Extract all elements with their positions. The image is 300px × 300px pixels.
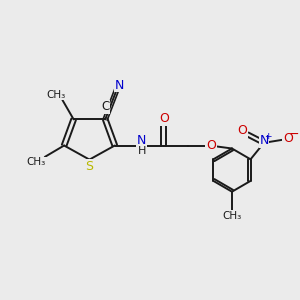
Text: N: N (259, 134, 269, 147)
Text: O: O (237, 124, 247, 137)
Text: −: − (289, 128, 299, 141)
Text: CH₃: CH₃ (222, 211, 242, 221)
Text: N: N (137, 134, 146, 147)
Text: +: + (264, 132, 272, 141)
Text: CH₃: CH₃ (27, 157, 46, 167)
Text: C: C (101, 100, 110, 113)
Text: O: O (159, 112, 169, 125)
Text: CH₃: CH₃ (47, 89, 66, 100)
Text: N: N (115, 79, 124, 92)
Text: O: O (206, 139, 216, 152)
Text: S: S (85, 160, 93, 173)
Text: H: H (137, 146, 146, 156)
Text: O: O (283, 132, 293, 145)
